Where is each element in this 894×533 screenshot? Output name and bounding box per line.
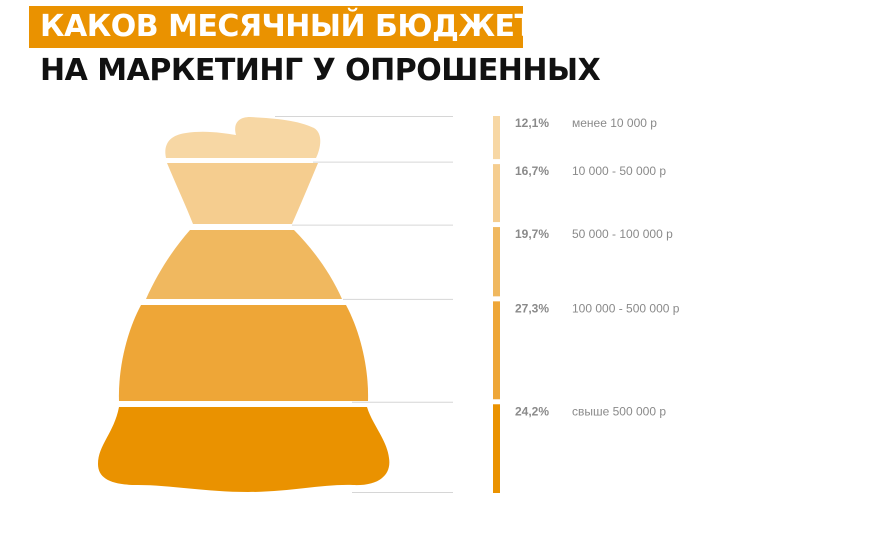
- bar-segment: [493, 116, 500, 160]
- bar-segment: [493, 301, 500, 400]
- bar-segment: [493, 227, 500, 297]
- category-label: свыше 500 000 р: [572, 404, 666, 418]
- bag-segment-1: [165, 117, 321, 158]
- value-label: 16,7%: [515, 164, 549, 178]
- value-label: 19,7%: [515, 227, 549, 241]
- bag-segment-2: [167, 163, 318, 224]
- title-line-2: НА МАРКЕТИНГ У ОПРОШЕННЫХ: [40, 53, 601, 88]
- title-line-1: КАКОВ МЕСЯЧНЫЙ БЮДЖЕТ: [29, 6, 523, 48]
- bag-segment-4: [118, 305, 369, 401]
- value-label: 12,1%: [515, 116, 549, 130]
- bag-segment-3: [146, 230, 342, 299]
- bag-segment-5: [98, 407, 390, 492]
- category-label: 10 000 - 50 000 р: [572, 164, 666, 178]
- bar-segment: [493, 164, 500, 223]
- value-label: 24,2%: [515, 404, 549, 418]
- category-label: 50 000 - 100 000 р: [572, 227, 673, 241]
- category-label: менее 10 000 р: [572, 116, 657, 130]
- bar-segment: [493, 404, 500, 493]
- category-label: 100 000 - 500 000 р: [572, 301, 680, 315]
- value-label: 27,3%: [515, 301, 549, 315]
